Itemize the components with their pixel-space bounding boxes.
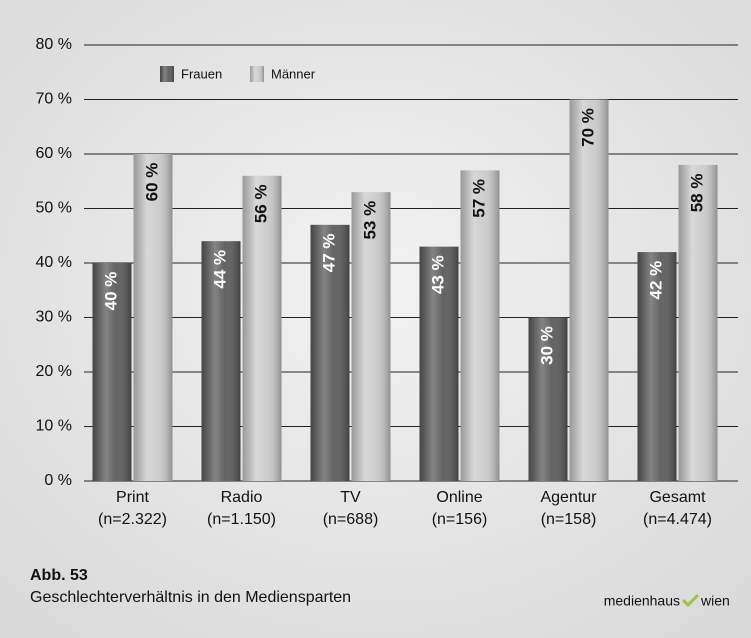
x-tick-label: (n=2.322) bbox=[98, 511, 167, 528]
bar-shine bbox=[637, 252, 677, 481]
value-label: 60 % bbox=[142, 163, 161, 202]
caption: Geschlechterverhältnis in den Medienspar… bbox=[30, 589, 351, 606]
bar-shine bbox=[351, 192, 391, 481]
x-tick-label: Print bbox=[116, 489, 149, 506]
bar-shine bbox=[678, 164, 718, 481]
x-tick-label: Agentur bbox=[540, 489, 597, 506]
y-tick-label: 10 % bbox=[36, 418, 72, 435]
legend-label: Männer bbox=[271, 66, 316, 81]
value-label: 53 % bbox=[360, 201, 379, 240]
logo-check bbox=[681, 593, 700, 608]
source-left: medienhaus bbox=[604, 593, 680, 609]
x-tick-label: (n=1.150) bbox=[207, 511, 276, 528]
x-tick-label: (n=156) bbox=[432, 511, 488, 528]
y-tick-label: 40 % bbox=[36, 254, 72, 271]
bar-shine bbox=[92, 263, 132, 481]
y-tick-label: 50 % bbox=[36, 200, 72, 217]
value-label: 70 % bbox=[578, 108, 597, 147]
bar-shine bbox=[528, 317, 568, 481]
x-tick-label: Online bbox=[436, 489, 482, 506]
source-right: wien bbox=[700, 593, 730, 609]
legend-label: Frauen bbox=[181, 66, 222, 81]
value-label: 58 % bbox=[687, 174, 706, 213]
legend-shine bbox=[250, 66, 264, 82]
figure-number: Abb. 53 bbox=[30, 567, 88, 584]
value-label: 42 % bbox=[646, 261, 665, 300]
value-label: 57 % bbox=[469, 179, 488, 218]
bar-shine bbox=[419, 246, 459, 481]
bar-shine bbox=[310, 224, 350, 481]
value-label: 47 % bbox=[319, 233, 338, 272]
y-tick-label: 70 % bbox=[36, 91, 72, 108]
y-tick-label: 30 % bbox=[36, 309, 72, 326]
value-label: 40 % bbox=[101, 272, 120, 311]
x-tick-label: (n=4.474) bbox=[643, 511, 712, 528]
y-tick-label: 80 % bbox=[36, 36, 72, 53]
x-tick-label: TV bbox=[340, 489, 361, 506]
value-label: 43 % bbox=[428, 255, 447, 294]
value-label: 30 % bbox=[537, 326, 556, 365]
y-tick-label: 0 % bbox=[44, 472, 72, 489]
y-tick-label: 60 % bbox=[36, 145, 72, 162]
bar-shine bbox=[201, 241, 241, 481]
bar-shine bbox=[242, 175, 282, 482]
legend-shine bbox=[160, 66, 174, 82]
x-tick-label: (n=158) bbox=[541, 511, 597, 528]
value-label: 56 % bbox=[251, 184, 270, 223]
x-tick-label: Radio bbox=[221, 489, 263, 506]
bar-shine bbox=[569, 99, 609, 481]
y-tick-label: 20 % bbox=[36, 363, 72, 380]
x-tick-label: Gesamt bbox=[649, 489, 706, 506]
bar-shine bbox=[460, 170, 500, 481]
value-label: 44 % bbox=[210, 250, 229, 289]
x-tick-label: (n=688) bbox=[323, 511, 379, 528]
bar-shine bbox=[133, 154, 173, 481]
